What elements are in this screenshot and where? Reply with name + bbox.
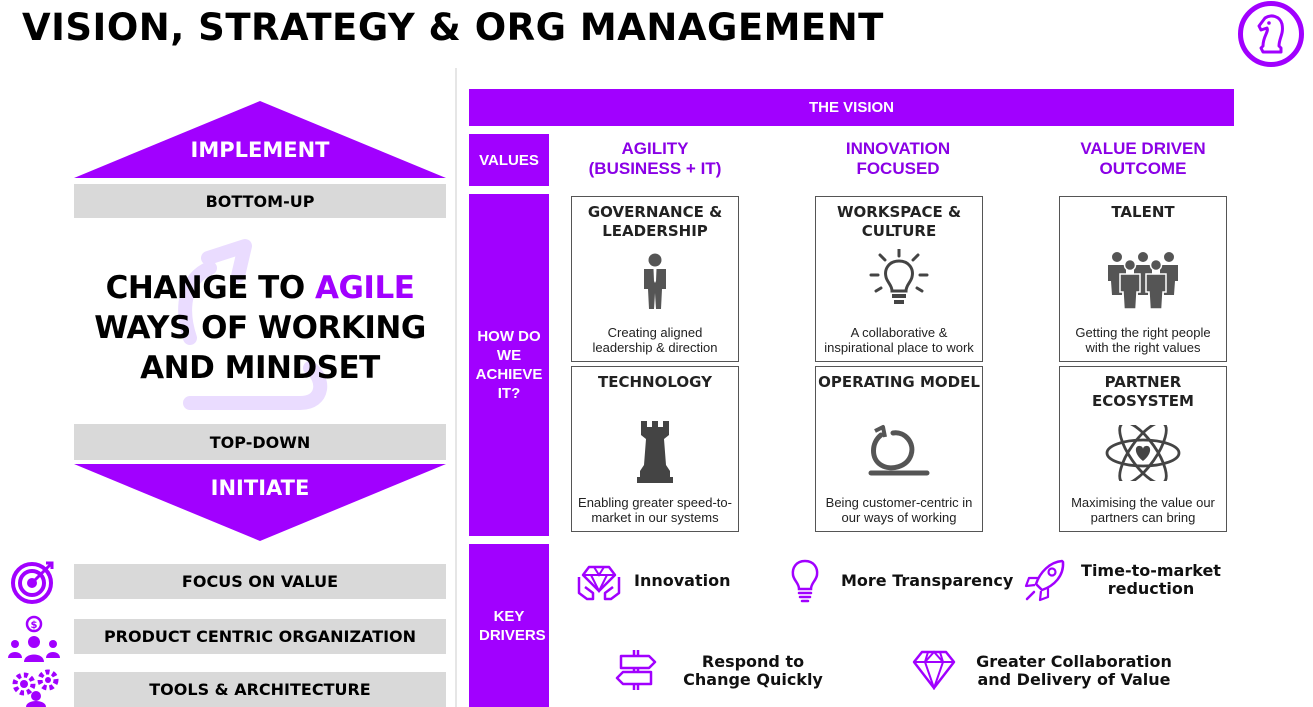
top-down-bar: TOP-DOWN [74, 424, 446, 460]
change-line-1-text: CHANGE TO [105, 270, 315, 306]
card-workspace: WORKSPACE & CULTURE A collaborative & in… [815, 196, 983, 362]
signpost-icon [615, 650, 657, 690]
tools-architecture-label: TOOLS & ARCHITECTURE [149, 680, 371, 699]
how-label: HOW DO WE ACHIEVE IT? [475, 328, 543, 402]
drivers-label-box: KEY DRIVERS [469, 544, 549, 707]
bulb-outline-icon [791, 559, 819, 603]
driver-respond-change: Respond to Change Quickly [683, 652, 823, 689]
lightbulb-icon [869, 249, 929, 304]
vision-header-label: THE VISION [808, 99, 894, 116]
section-divider [455, 68, 457, 707]
card-governance-desc: Creating aligned leadership & direction [592, 325, 718, 355]
value-agility: AGILITY (BUSINESS + IT) [555, 139, 755, 179]
focus-on-value-bar: FOCUS ON VALUE [74, 564, 446, 599]
value-innovation: INNOVATION FOCUSED [798, 139, 998, 179]
value-outcome: VALUE DRIVEN OUTCOME [1043, 139, 1243, 179]
atom-heart-icon [1105, 425, 1181, 481]
card-partner-ecosystem: PARTNER ECOSYSTEM Maximising the value o… [1059, 366, 1227, 532]
value-innovation-line1: INNOVATION [845, 139, 951, 158]
product-centric-label: PRODUCT CENTRIC ORGANIZATION [103, 627, 417, 646]
card-talent-title: TALENT [1111, 203, 1175, 221]
diamond-icon [912, 650, 956, 690]
agile-highlight: AGILE [314, 270, 415, 306]
value-innovation-line2: FOCUSED [856, 159, 940, 178]
value-agility-line2: (BUSINESS + IT) [588, 159, 722, 178]
page-title: VISION, STRATEGY & ORG MANAGEMENT [22, 6, 884, 49]
top-down-label: TOP-DOWN [209, 432, 311, 452]
value-outcome-line1: VALUE DRIVEN [1080, 139, 1206, 158]
card-technology-title: TECHNOLOGY [598, 373, 712, 391]
rook-icon [637, 421, 673, 483]
card-workspace-title: WORKSPACE & CULTURE [836, 203, 962, 240]
implement-label: IMPLEMENT [190, 138, 330, 162]
driver-time-to-market: Time-to-market reduction [1081, 561, 1221, 598]
value-outcome-line2: OUTCOME [1099, 159, 1187, 178]
tools-architecture-bar: TOOLS & ARCHITECTURE [74, 672, 446, 707]
focus-on-value-label: FOCUS ON VALUE [181, 572, 339, 591]
card-operating-model: OPERATING MODEL Being customer-centric i… [815, 366, 983, 532]
vision-header: THE VISION [469, 89, 1234, 126]
card-operating-model-desc: Being customer-centric in our ways of wo… [825, 495, 973, 525]
driver-transparency: More Transparency [841, 571, 1014, 590]
drivers-label: KEY DRIVERS [479, 607, 546, 644]
diamond-hands-icon [577, 565, 621, 601]
people-money-icon: $ [8, 615, 60, 662]
card-governance-title: GOVERNANCE & LEADERSHIP [587, 203, 723, 240]
initiate-label: INITIATE [210, 476, 310, 500]
card-talent: TALENT Getting the right people with the… [1059, 196, 1227, 362]
leader-icon [644, 253, 666, 309]
how-label-box: HOW DO WE ACHIEVE IT? [469, 194, 549, 536]
change-line-3: AND MINDSET [140, 350, 380, 386]
change-line-1: CHANGE TO AGILE [60, 268, 460, 308]
rocket-icon [1024, 559, 1065, 602]
change-line-2: WAYS OF WORKING [94, 310, 426, 346]
agile-cycle-watermark-icon [178, 239, 328, 410]
bottom-up-label: BOTTOM-UP [205, 191, 315, 211]
value-agility-line1: AGILITY [621, 139, 689, 158]
card-partner-ecosystem-title: PARTNER ECOSYSTEM [1092, 373, 1194, 410]
card-technology-desc: Enabling greater speed-to-market in our … [578, 495, 732, 525]
card-workspace-desc: A collaborative & inspirational place to… [824, 325, 974, 355]
card-governance: GOVERNANCE & LEADERSHIP Creating aligned… [571, 196, 739, 362]
gears-person-icon [12, 669, 59, 707]
cycle-arrow-icon [868, 425, 930, 476]
target-icon [11, 561, 54, 604]
card-technology: TECHNOLOGY Enabling greater speed-to-mar… [571, 366, 739, 532]
svg-text:$: $ [31, 620, 38, 631]
driver-collaboration: Greater Collaboration and Delivery of Va… [976, 652, 1172, 689]
team-icon [1108, 252, 1178, 310]
card-partner-ecosystem-desc: Maximising the value our partners can br… [1071, 495, 1215, 525]
driver-innovation: Innovation [634, 571, 731, 590]
values-label: VALUES [479, 151, 539, 169]
knight-logo-icon [1238, 1, 1304, 67]
change-statement: CHANGE TO AGILE WAYS OF WORKING AND MIND… [60, 268, 460, 388]
card-talent-desc: Getting the right people with the right … [1075, 325, 1211, 355]
bottom-up-bar: BOTTOM-UP [74, 184, 446, 218]
values-label-box: VALUES [469, 134, 549, 186]
product-centric-bar: PRODUCT CENTRIC ORGANIZATION [74, 619, 446, 654]
card-operating-model-title: OPERATING MODEL [818, 373, 980, 391]
